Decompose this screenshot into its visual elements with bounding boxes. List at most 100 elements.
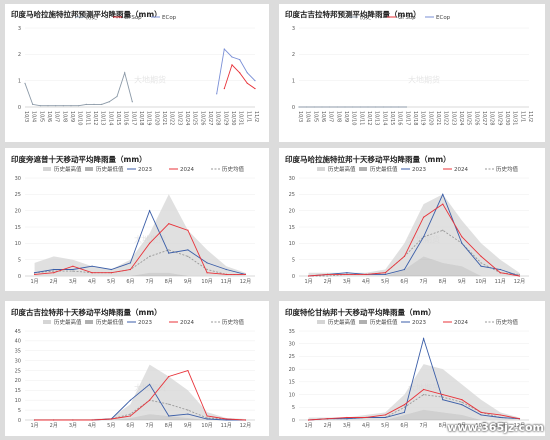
legend-label: 2023: [138, 167, 152, 173]
data-point-y2024: [225, 418, 227, 420]
y-tick-label: 20: [289, 367, 295, 373]
chart-title: 印度古吉拉特邦十天移动平均降雨量（mm）: [11, 308, 162, 317]
data-point-hist: [85, 103, 87, 105]
x-tick-label: 10/31: [238, 111, 244, 125]
data-point-avg: [206, 268, 208, 271]
x-tick-label: 10/31: [512, 111, 518, 125]
series-line-y2024: [308, 389, 520, 421]
y-tick-label: 25: [289, 354, 295, 360]
series-line-y2023: [308, 336, 520, 421]
data-point-hist: [124, 72, 126, 74]
x-tick-label: 5月: [107, 279, 115, 285]
series-area-min: [308, 409, 520, 420]
y-tick-label: 40: [15, 339, 21, 345]
data-point-y2024: [422, 216, 425, 218]
data-point-hist: [306, 106, 308, 108]
legend-swatch: [43, 167, 51, 171]
chart-panel-3: 印度旁遮普十天移动平均降雨量（mm） 大地期货0510152025301月2月3…: [5, 148, 269, 291]
y-tick-label: 5: [292, 405, 295, 411]
x-tick-label: 10/29: [496, 111, 502, 125]
legend-swatch: [85, 320, 93, 324]
data-point-y2024: [442, 393, 444, 396]
x-tick-label: 10/10: [77, 111, 83, 125]
x-tick-label: 10/23: [450, 111, 456, 125]
legend-label: GFSop: [398, 15, 416, 21]
series-area-max: [308, 194, 520, 276]
data-point-y2023: [480, 414, 482, 416]
y-tick-label: 0: [18, 418, 21, 424]
y-tick-label: 25: [15, 192, 21, 198]
legend-label: 2023: [138, 320, 152, 326]
legend-swatch: [359, 320, 367, 324]
data-point-y2024: [384, 414, 386, 416]
x-tick-label: 3月: [343, 279, 351, 285]
data-point-y2023: [346, 418, 348, 420]
x-tick-label: 11/1: [519, 111, 525, 122]
data-point-y2024: [110, 418, 112, 420]
data-point-hist: [70, 105, 72, 107]
x-tick-label: 10/9: [69, 111, 75, 122]
y-tick-label: 30: [15, 176, 21, 182]
x-tick-label: 5月: [381, 423, 389, 429]
data-point-y2023: [187, 249, 189, 251]
x-tick-label: 8月: [439, 423, 447, 429]
data-point-hist: [39, 105, 41, 107]
x-tick-label: 2月: [50, 279, 58, 285]
data-point-y2024: [148, 399, 151, 401]
series-area-min: [308, 256, 520, 276]
y-tick-label: 5: [292, 257, 295, 263]
data-point-hist: [298, 106, 300, 108]
x-tick-label: 11月: [221, 279, 232, 285]
y-tick-label: 5: [18, 408, 21, 414]
x-tick-label: 11月: [495, 423, 506, 429]
series-line-y2024: [308, 203, 520, 277]
legend-label: 历史最低值: [370, 318, 398, 326]
chart-title: 印度古吉拉特邦预测平均降雨量（mm）: [285, 10, 421, 19]
data-point-avg: [148, 255, 151, 257]
data-point-hist: [93, 103, 95, 105]
x-tick-label: 10/8: [61, 111, 67, 122]
legend-label: 历史最高值: [328, 318, 356, 326]
data-point-hist: [32, 103, 34, 105]
y-tick-label: 35: [289, 329, 295, 335]
legend-label: 历史均值: [222, 165, 245, 173]
data-point-ec: [223, 48, 225, 50]
legend-label: 历史最高值: [54, 165, 82, 173]
data-point-hist: [131, 101, 133, 103]
data-point-y2024: [499, 414, 501, 416]
legend-label: 历史: [360, 13, 372, 21]
chart-title: 印度马哈拉施特拉邦十天移动平均降雨量（mm）: [285, 155, 451, 164]
legend-swatch: [43, 320, 51, 324]
y-tick-label: 3: [18, 26, 21, 32]
x-tick-label: 7月: [145, 423, 153, 429]
x-tick-label: 4月: [362, 279, 370, 285]
data-point-y2023: [72, 268, 74, 271]
data-point-avg: [168, 403, 170, 405]
data-point-y2023: [461, 404, 463, 406]
data-point-y2023: [461, 242, 463, 244]
chart-svg: 大地期货0510152025301月2月3月4月5月6月7月8月9月10月11月…: [289, 165, 529, 285]
data-point-avg: [129, 413, 132, 415]
legend-label: 历史均值: [222, 318, 245, 326]
x-tick-label: 10月: [475, 423, 486, 429]
x-tick-label: 1月: [304, 279, 312, 285]
x-tick-label: 1月: [30, 279, 38, 285]
x-tick-label: 2月: [324, 423, 332, 429]
y-tick-label: 25: [15, 368, 21, 374]
chart-watermark: 大地期货: [408, 75, 440, 85]
chart-title: 印度特伦甘纳邦十天移动平均降雨量（mm）: [285, 308, 436, 317]
data-point-hist: [344, 106, 346, 108]
x-tick-label: 8月: [165, 279, 173, 285]
x-tick-label: 6月: [126, 279, 134, 285]
x-tick-label: 2月: [324, 279, 332, 285]
data-point-y2024: [53, 419, 55, 421]
y-tick-label: 0: [292, 274, 295, 280]
data-point-y2024: [365, 273, 367, 275]
x-tick-label: 10/25: [192, 111, 198, 125]
data-point-avg: [327, 275, 329, 277]
x-tick-label: 10/30: [230, 111, 236, 125]
x-tick-label: 9月: [458, 423, 466, 429]
data-point-y2023: [168, 415, 170, 417]
data-point-y2023: [148, 210, 151, 212]
x-tick-label: 10/8: [335, 111, 341, 122]
